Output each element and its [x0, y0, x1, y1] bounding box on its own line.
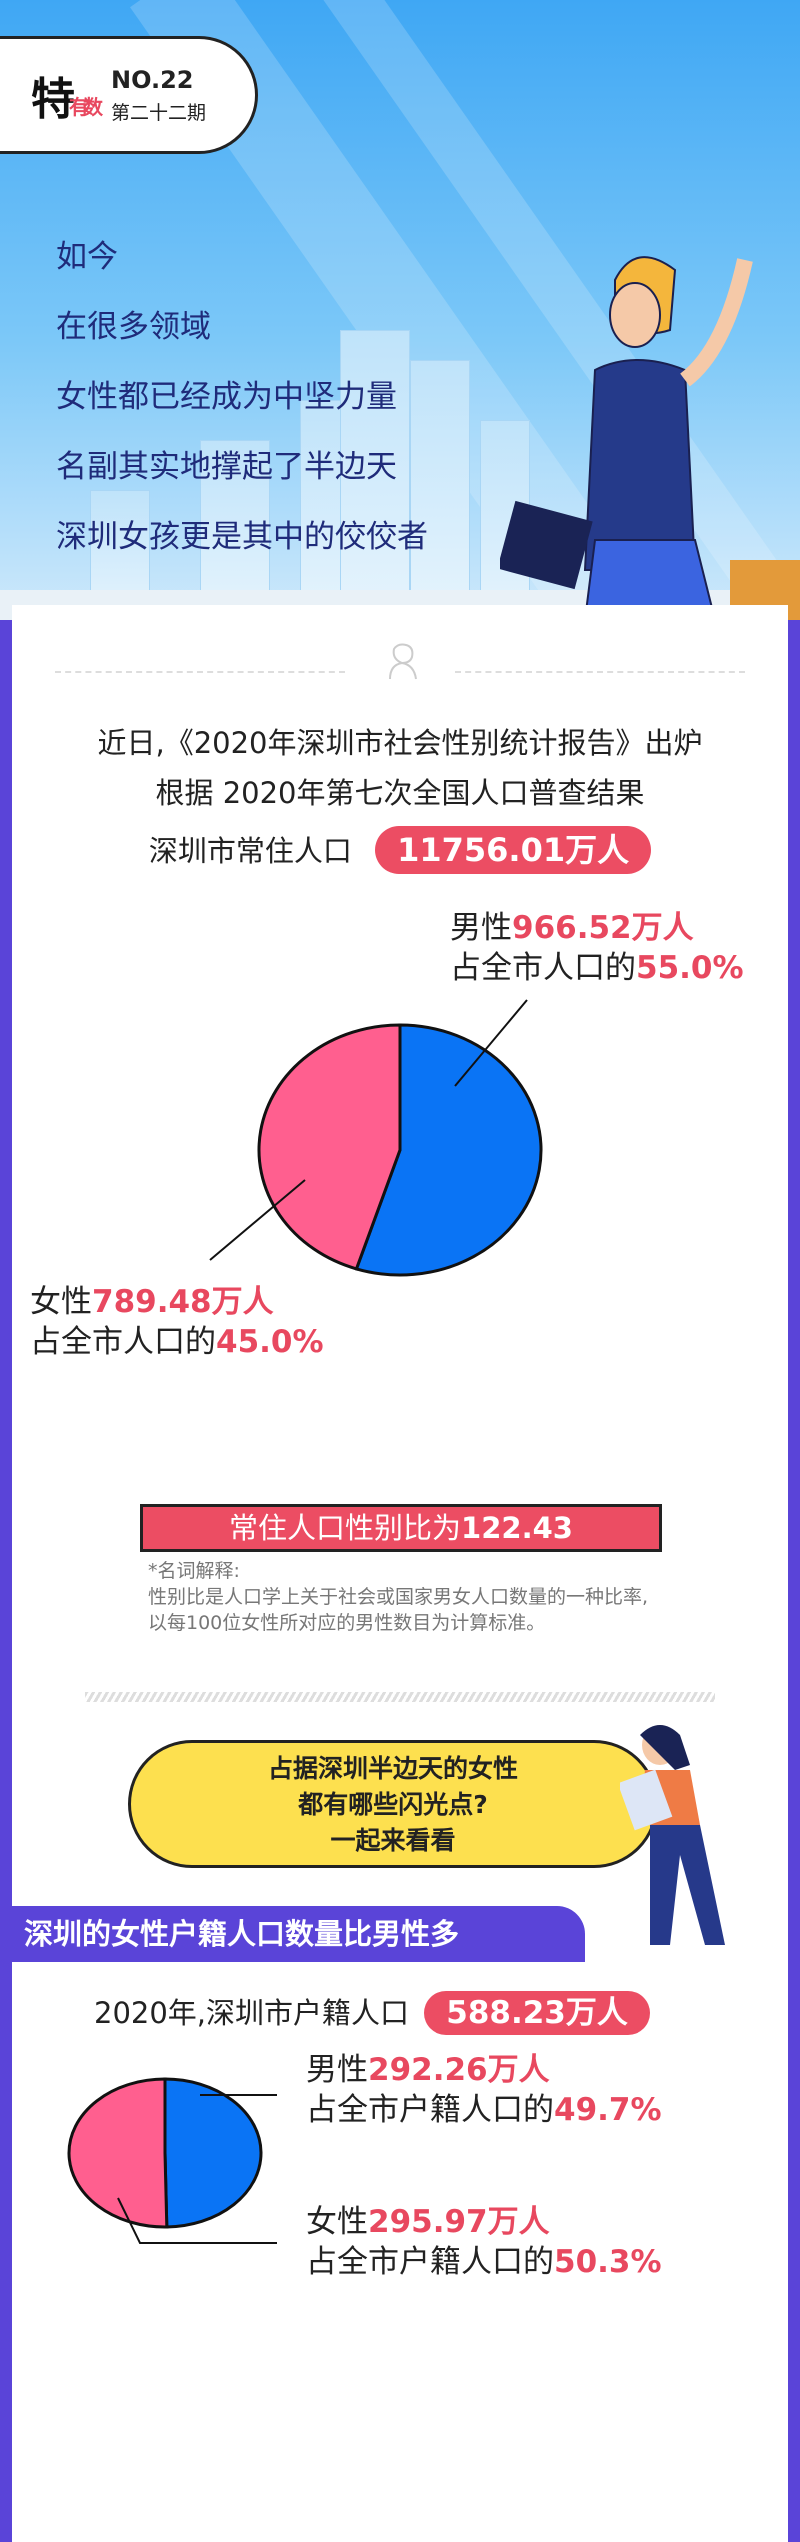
- pie-slice-female: [257, 1023, 402, 1271]
- census-line: 根据 2020年第七次全国人口普查结果: [155, 776, 645, 810]
- pie-slice-male: [354, 1023, 543, 1277]
- hero-banner: [0, 0, 800, 620]
- female-label: 女性789.48万人 占全市人口的45.0%: [30, 1284, 324, 1360]
- registered-line: 2020年,深圳市户籍人口 588.23万人: [94, 1990, 650, 2036]
- intro-line: 如今: [56, 239, 118, 275]
- intro-line: 在很多领域: [56, 309, 211, 345]
- intro-text: 如今 在很多领域 女性都已经成为中坚力量 名副其实地撑起了半边天 深圳女孩更是其…: [56, 222, 428, 572]
- intro-line: 深圳女孩更是其中的佼佼者: [56, 519, 428, 555]
- resident-label: 深圳市常住人口: [148, 834, 352, 868]
- definition-note: *名词解释: 性别比是人口学上关于社会或国家男女人口数量的一种比率,以每100位…: [148, 1560, 649, 1634]
- male-label: 男性966.52万人 占全市人口的55.0%: [450, 910, 744, 986]
- section2-banner: 深圳的女性户籍人口数量比男性多: [0, 1906, 585, 1962]
- pie2-slice-female: [67, 2077, 169, 2229]
- registered-male-label: 男性292.26万人 占全市户籍人口的49.7%: [306, 2052, 662, 2128]
- registered-female-label: 女性295.97万人 占全市户籍人口的50.3%: [306, 2204, 662, 2280]
- striped-divider: [85, 1692, 715, 1702]
- leader-line-male: [454, 999, 528, 1087]
- leader-line-registered-female: [117, 2197, 277, 2244]
- report-line: 近日,《2020年深圳市社会性别统计报告》出炉: [97, 726, 703, 760]
- woman-illustration: [500, 256, 753, 620]
- intro-line: 名副其实地撑起了半边天: [56, 449, 397, 485]
- dashed-divider: [455, 671, 745, 673]
- intro-line: 女性都已经成为中坚力量: [56, 379, 397, 415]
- pie2-slice-male: [163, 2077, 263, 2229]
- issue-badge: 特有数 NO.22 第二十二期: [0, 36, 258, 154]
- dashed-divider: [55, 671, 345, 673]
- woman-clipboard-illustration: [620, 1725, 725, 1945]
- woman-outline-icon: [389, 643, 417, 680]
- issue-label: 第二十二期: [111, 101, 207, 124]
- section1-intro: 近日,《2020年深圳市社会性别统计报告》出炉 根据 2020年第七次全国人口普…: [0, 718, 800, 876]
- leader-line-female: [209, 1179, 306, 1261]
- speech-bubble: 占据深圳半边天的女性 都有哪些闪光点? 一起来看看: [128, 1740, 658, 1868]
- issue-number: NO.22: [111, 65, 194, 94]
- resident-value-pill: 11756.01万人: [375, 826, 652, 874]
- sex-ratio-box: 常住人口性别比为122.43: [140, 1504, 662, 1552]
